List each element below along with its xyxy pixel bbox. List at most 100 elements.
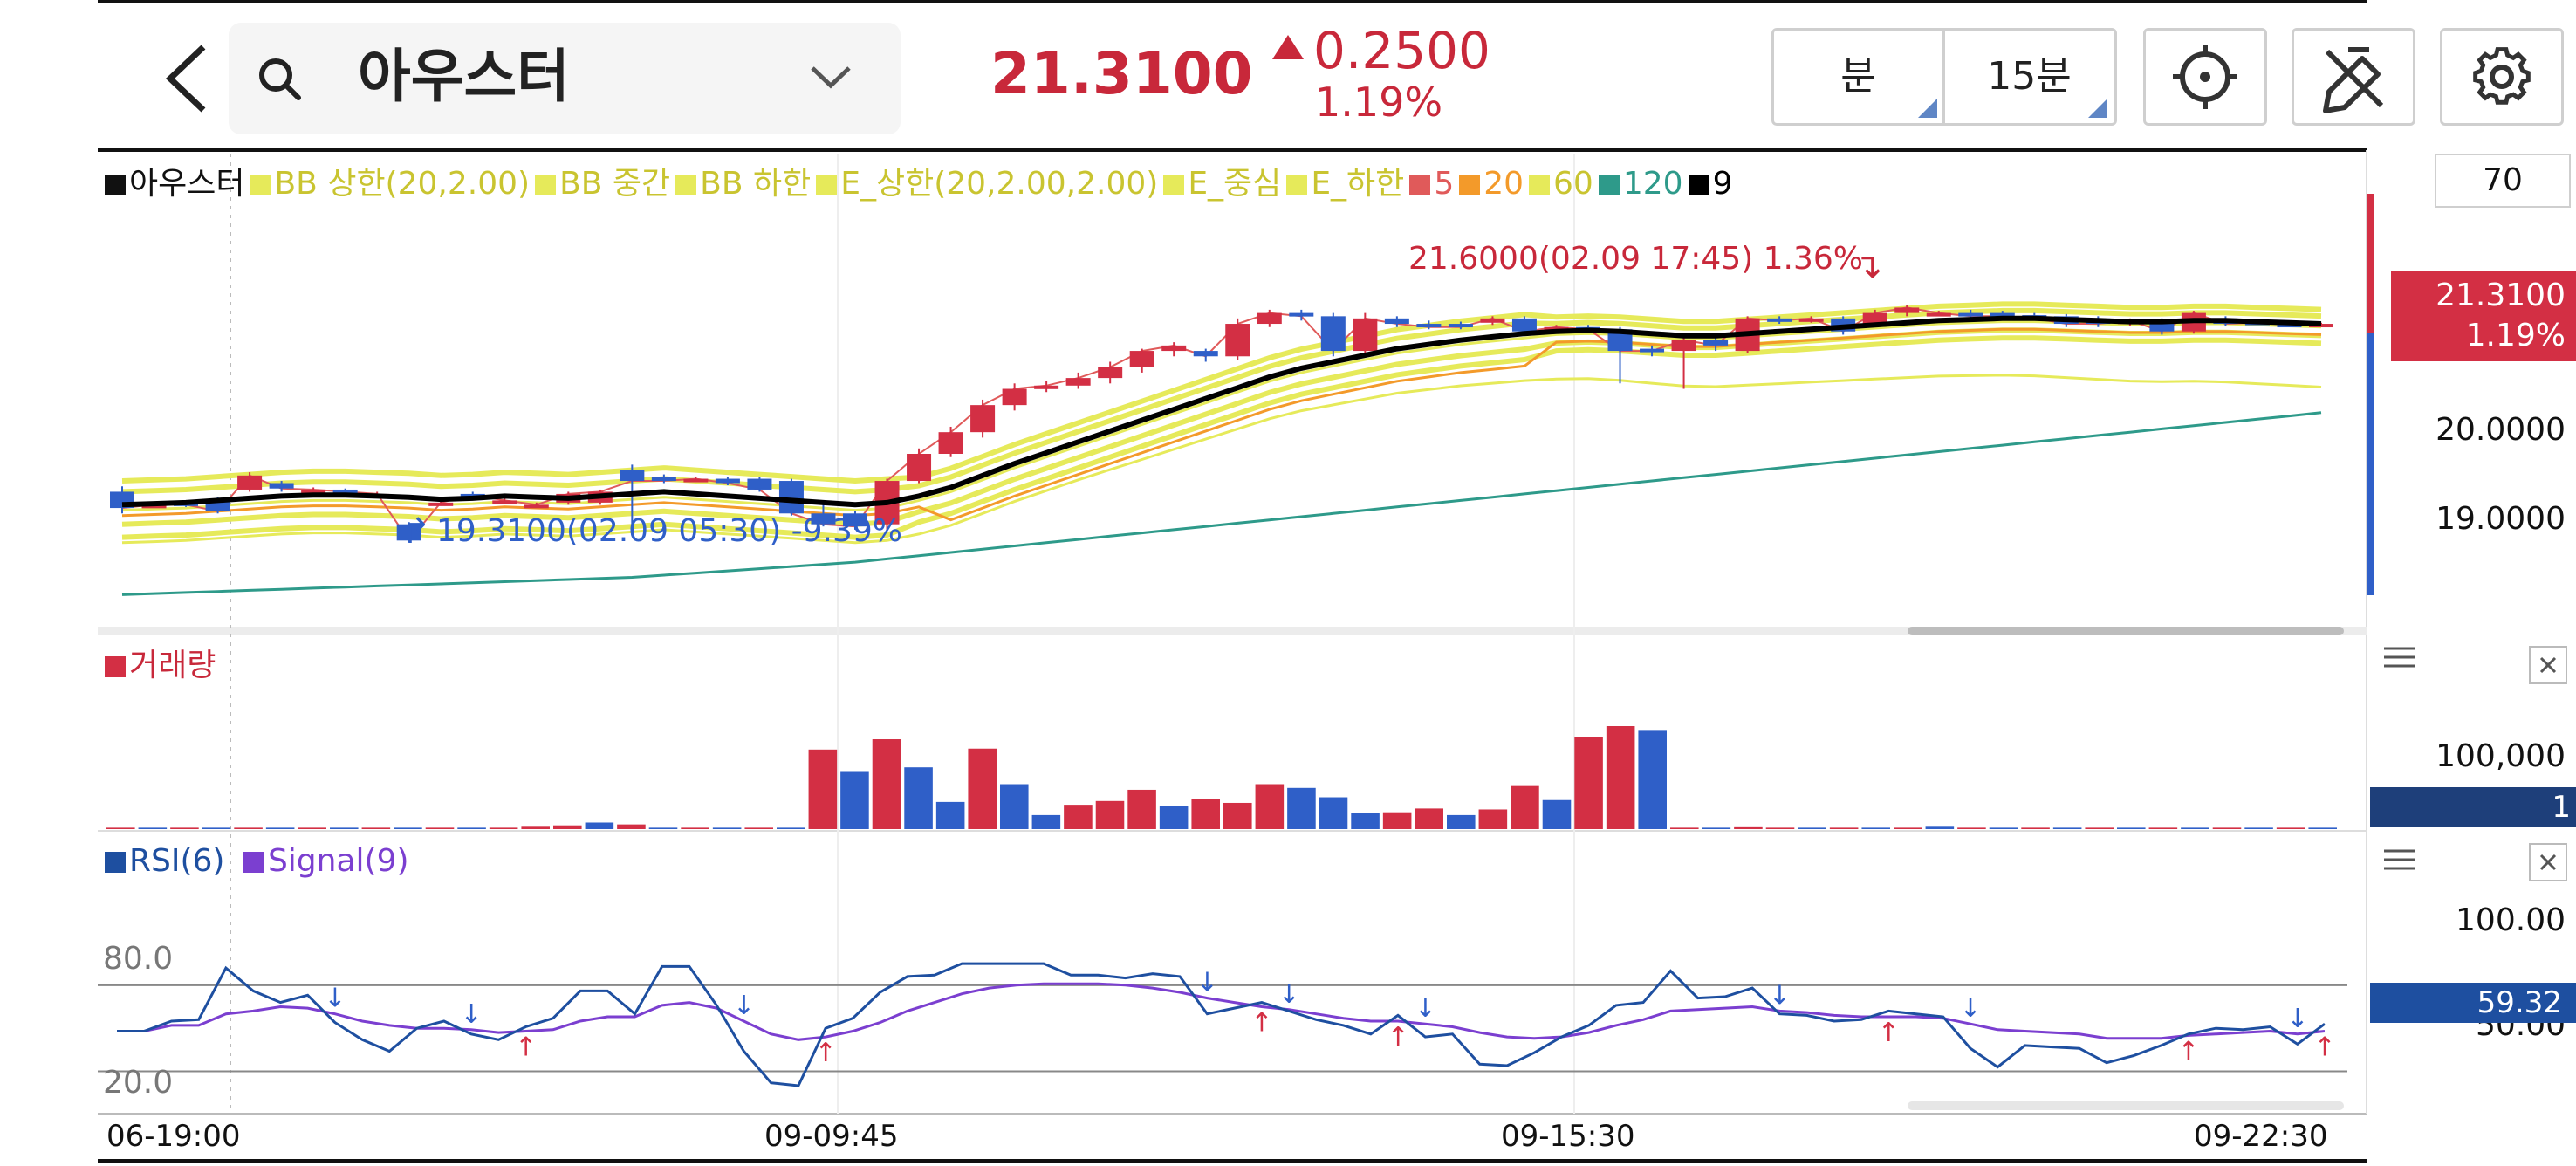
legend-item-label: BB 하한 [700,166,812,202]
buy-arrow-icon: ↑ [2177,1036,2199,1067]
legend-swatch [250,175,271,195]
volume-bar [425,827,455,829]
x-axis-label: 09-09:45 [764,1119,899,1154]
volume-bar [2052,827,2082,829]
rsi-axis-label: 100.00 [2456,902,2566,938]
legend-swatch [1688,175,1709,195]
legend-swatch [1409,175,1431,195]
legend-item-label: 20 [1483,166,1524,202]
ma120-line [121,411,2322,596]
volume-bar [1447,814,1476,829]
crosshair-button[interactable] [2143,28,2267,126]
tag-price-value: 21.3100 [2436,278,2566,313]
volume-bar [2181,827,2209,829]
rsi-menu-button[interactable] [2382,848,2417,874]
candle [1990,312,2015,317]
candle [778,481,804,514]
legend-swatch [105,656,126,677]
sell-arrow-icon: ↓ [1959,993,1981,1024]
gear-icon [2473,47,2531,105]
rsi-line [117,962,2326,1087]
volume-menu-button[interactable] [2382,646,2417,672]
candle [396,524,421,541]
candle [332,489,358,493]
candle [1289,312,1314,317]
volume-bar [1861,827,1890,829]
volume-bar [1734,826,1763,829]
volume-bar [2085,827,2114,829]
legend-item-label: 아우스터 [129,166,245,202]
volume-bar [138,827,168,829]
volume-current-tag: 1 [2370,787,2576,827]
search-icon [259,58,301,100]
volume-bar [968,748,997,829]
volume-bar [202,827,231,829]
legend-item-label: 60 [1553,166,1593,202]
sell-arrow-icon: ↓ [1196,968,1218,998]
draw-erase-button[interactable] [2292,28,2415,126]
volume-bar [681,827,709,829]
legend-item-label: E_상한(20,2.00,2.00) [840,166,1159,202]
volume-close-button[interactable] [2529,646,2567,684]
sell-arrow-icon: ↓ [1415,993,1436,1024]
candle [620,470,645,482]
price-range-bar-up [2367,194,2374,333]
legend-swatch [675,175,697,195]
draw-erase-icon [2323,47,2384,113]
volume-bar [1319,797,1348,829]
volume-tag-value: 1 [2552,790,2571,825]
period-unit-button[interactable]: 분 [1840,54,1876,99]
price-change-percent: 1.19% [1315,79,1443,126]
bollinger-band-line [121,307,2322,495]
volume-bar [1542,799,1572,829]
volume-bar [1351,813,1380,829]
dropdown-corner-icon [1918,99,1937,118]
volume-bar [1670,827,1699,829]
horizontal-scrollbar [1908,627,2344,635]
volume-bar [744,827,773,829]
x-axis-label: 09-15:30 [1501,1119,1635,1154]
stock-search-box[interactable]: 아우스터 [229,23,901,134]
period-value-button[interactable]: 15분 [1987,54,2072,99]
volume-bar [330,827,359,829]
volume-bar [840,771,869,829]
down-arrow-icon: ↴ [1853,246,1883,286]
volume-bar [2276,827,2305,829]
candle [1098,367,1123,379]
volume-bar [1765,827,1795,829]
candle [492,500,517,504]
candle [683,478,709,483]
rsi-legend: RSI(6) Signal(9) [105,841,409,881]
volume-bar [457,827,486,829]
current-price: 21.3100 [990,40,1253,107]
candle [938,432,963,454]
volume-bar [2021,827,2050,829]
back-button[interactable] [153,35,223,122]
volume-legend: 거래량 [105,646,216,686]
rsi-close-button[interactable] [2529,843,2567,881]
indicator-field[interactable]: 70 [2435,154,2571,208]
buy-arrow-icon: ↑ [1387,1022,1408,1053]
close-icon [2539,656,2557,674]
candle [1065,378,1091,386]
settings-button[interactable] [2440,28,2564,126]
price-panel-divider [98,627,2367,635]
candle [1767,318,1792,322]
candle [2149,324,2175,332]
buy-arrow-icon: ↑ [2313,1032,2335,1062]
candle [1926,312,1951,317]
volume-bar [1255,784,1285,829]
close-icon [2539,854,2557,871]
rsi-current-tag: 59.32 [2370,983,2576,1023]
volume-bar [617,824,646,829]
volume-bar [1000,784,1029,829]
chevron-down-icon[interactable] [809,65,853,91]
period-selector: 분 15분 [1771,28,2117,126]
volume-bar [1829,827,1859,829]
hamburger-icon [2384,647,2415,668]
legend-item-label: E_하한 [1311,166,1405,202]
candle [1640,348,1665,353]
volume-bar [553,825,582,829]
volume-bar [2212,827,2242,829]
